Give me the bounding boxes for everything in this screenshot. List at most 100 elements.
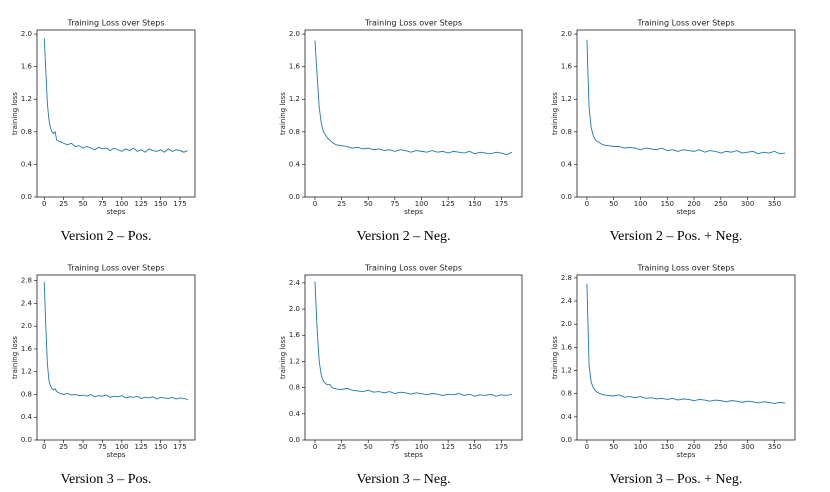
- caption: Version 3 – Pos.: [60, 472, 151, 487]
- plot-frame: [576, 274, 796, 441]
- y-axis-label: training loss: [551, 92, 559, 135]
- plot-frame: [36, 274, 196, 441]
- x-axis-label: steps: [677, 451, 696, 459]
- x-tick-label: 100: [634, 443, 647, 451]
- y-tick-label: 1.2: [21, 368, 32, 376]
- caption: Version 3 – Neg.: [356, 472, 450, 487]
- y-tick-label: 0.8: [289, 128, 300, 136]
- x-tick-label: 25: [59, 443, 68, 451]
- y-tick-label: 0.4: [21, 160, 33, 168]
- x-tick-label: 175: [173, 200, 186, 208]
- y-tick-label: 2.4: [289, 279, 301, 287]
- x-tick-label: 0: [42, 443, 46, 451]
- y-tick-label: 1.2: [21, 95, 32, 103]
- x-axis-label: steps: [404, 208, 423, 216]
- x-tick-label: 50: [79, 200, 88, 208]
- chart-title: Training Loss over Steps: [67, 264, 165, 273]
- x-tick-label: 100: [415, 443, 428, 451]
- x-tick-label: 0: [313, 443, 317, 451]
- chart-title: Training Loss over Steps: [637, 19, 735, 28]
- loss-line: [43, 38, 188, 153]
- x-tick-label: 150: [468, 200, 481, 208]
- y-tick-label: 2.0: [289, 305, 300, 313]
- x-tick-label: 100: [115, 443, 128, 451]
- x-tick-label: 125: [135, 200, 148, 208]
- x-tick-label: 300: [741, 200, 754, 208]
- x-axis-label: steps: [677, 208, 696, 216]
- loss-line: [314, 281, 513, 397]
- plot-frame: [36, 29, 196, 198]
- x-tick-label: 150: [154, 200, 167, 208]
- loss-line: [586, 39, 786, 155]
- x-tick-label: 200: [687, 200, 700, 208]
- y-tick-label: 1.6: [289, 63, 301, 71]
- x-tick-label: 50: [79, 443, 88, 451]
- x-tick-label: 25: [337, 200, 346, 208]
- y-tick-label: 2.0: [561, 30, 572, 38]
- x-tick-label: 100: [634, 200, 647, 208]
- x-tick-label: 50: [609, 443, 618, 451]
- y-tick-label: 0.0: [561, 436, 572, 444]
- y-axis-label: training loss: [279, 92, 287, 135]
- chart-title: Training Loss over Steps: [637, 264, 735, 273]
- y-tick-label: 2.8: [561, 274, 572, 282]
- x-tick-label: 150: [661, 443, 674, 451]
- y-axis-label: training loss: [11, 336, 19, 379]
- x-tick-label: 150: [468, 443, 481, 451]
- x-tick-label: 125: [441, 200, 454, 208]
- x-axis-label: steps: [404, 451, 423, 459]
- x-tick-label: 100: [415, 200, 428, 208]
- y-tick-label: 1.2: [561, 367, 572, 375]
- x-tick-label: 175: [173, 443, 186, 451]
- y-tick-label: 0.8: [289, 384, 300, 392]
- chart-title: Training Loss over Steps: [364, 19, 462, 28]
- x-tick-label: 100: [115, 200, 128, 208]
- y-tick-label: 1.6: [21, 63, 33, 71]
- y-tick-label: 2.0: [21, 30, 32, 38]
- x-tick-label: 300: [741, 443, 754, 451]
- x-tick-label: 75: [390, 443, 399, 451]
- y-tick-label: 0.0: [289, 436, 300, 444]
- x-tick-label: 350: [768, 200, 781, 208]
- x-axis-label: steps: [107, 208, 126, 216]
- y-tick-label: 0.4: [561, 413, 573, 421]
- y-tick-label: 0.4: [289, 410, 301, 418]
- y-tick-label: 2.4: [561, 297, 573, 305]
- x-tick-label: 0: [313, 200, 317, 208]
- y-tick-label: 1.6: [289, 331, 301, 339]
- y-tick-label: 0.8: [21, 128, 32, 136]
- y-tick-label: 2.8: [21, 277, 32, 285]
- x-tick-label: 25: [337, 443, 346, 451]
- x-tick-label: 175: [495, 200, 508, 208]
- x-tick-label: 50: [364, 443, 373, 451]
- y-tick-label: 2.0: [561, 320, 572, 328]
- y-tick-label: 0.8: [21, 390, 32, 398]
- y-tick-label: 1.6: [561, 343, 573, 351]
- y-tick-label: 1.2: [289, 95, 300, 103]
- y-tick-label: 0.4: [289, 160, 301, 168]
- y-tick-label: 1.6: [21, 345, 33, 353]
- x-tick-label: 150: [154, 443, 167, 451]
- x-tick-label: 200: [687, 443, 700, 451]
- x-tick-label: 75: [98, 200, 107, 208]
- plot-frame: [576, 29, 796, 198]
- x-axis-label: steps: [107, 451, 126, 459]
- chart-title: Training Loss over Steps: [364, 264, 462, 273]
- x-tick-label: 25: [59, 200, 68, 208]
- plot-frame: [304, 29, 523, 198]
- y-tick-label: 1.2: [289, 357, 300, 365]
- x-tick-label: 175: [495, 443, 508, 451]
- x-tick-label: 125: [441, 443, 454, 451]
- x-tick-label: 0: [585, 443, 589, 451]
- y-tick-label: 0.8: [561, 390, 572, 398]
- caption: Version 2 – Pos.: [60, 229, 151, 244]
- x-tick-label: 0: [42, 200, 46, 208]
- x-tick-label: 150: [661, 200, 674, 208]
- y-tick-label: 0.0: [21, 436, 32, 444]
- y-tick-label: 0.0: [289, 193, 300, 201]
- y-tick-label: 0.4: [21, 413, 33, 421]
- caption: Version 2 – Pos. + Neg.: [610, 229, 743, 244]
- x-tick-label: 350: [768, 443, 781, 451]
- y-tick-label: 2.0: [21, 322, 32, 330]
